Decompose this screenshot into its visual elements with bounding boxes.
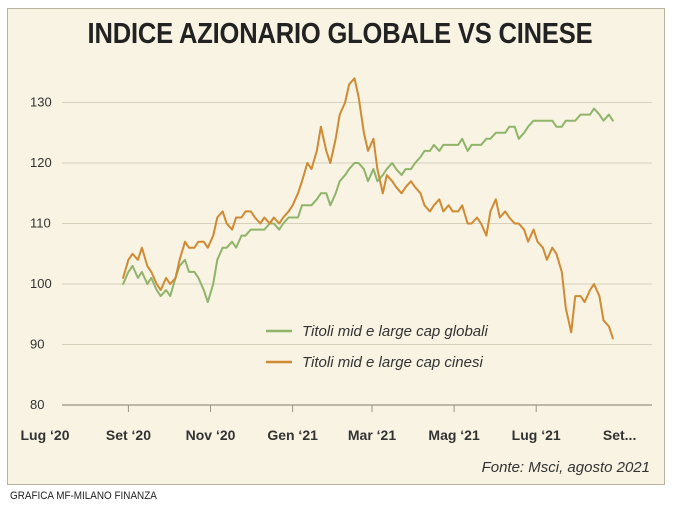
y-tick-label: 90 bbox=[30, 337, 44, 352]
x-tick-label: Nov ‘20 bbox=[186, 427, 236, 443]
series-line-china bbox=[122, 77, 614, 340]
x-tick-label: Gen ‘21 bbox=[267, 427, 318, 443]
y-axis-ticks: 80 90 100 110 120 130 bbox=[30, 95, 52, 413]
x-axis-ticks: Lug ‘20 Set ‘20 Nov ‘20 Gen ‘21 Mar ‘21 Mag ‘… bbox=[20, 405, 636, 443]
legend: Titoli mid e large cap globali Titoli mi… bbox=[266, 323, 488, 371]
x-tick-label: Set ‘20 bbox=[106, 427, 151, 443]
y-tick-label: 110 bbox=[30, 216, 51, 231]
y-tick-label: 130 bbox=[30, 95, 52, 110]
x-tick-label: Mag ‘21 bbox=[428, 427, 480, 443]
series-line-global bbox=[122, 107, 614, 304]
x-tick-label: Set... bbox=[603, 427, 636, 443]
y-tick-label: 80 bbox=[30, 397, 44, 412]
x-tick-label: Lug ‘21 bbox=[512, 427, 561, 443]
source-note: Fonte: Msci, agosto 2021 bbox=[481, 459, 650, 476]
legend-label-global: Titoli mid e large cap globali bbox=[302, 323, 488, 340]
x-tick-label: Mar ‘21 bbox=[348, 427, 396, 443]
series-layer bbox=[122, 77, 614, 340]
credit-line: GRAFICA MF-MILANO FINANZA bbox=[10, 490, 157, 502]
chart-title: INDICE AZIONARIO GLOBALE VS CINESE bbox=[87, 18, 593, 50]
y-tick-label: 120 bbox=[30, 155, 52, 170]
legend-label-china: Titoli mid e large cap cinesi bbox=[302, 354, 483, 371]
x-tick-label: Lug ‘20 bbox=[20, 427, 69, 443]
y-tick-label: 100 bbox=[30, 276, 52, 291]
